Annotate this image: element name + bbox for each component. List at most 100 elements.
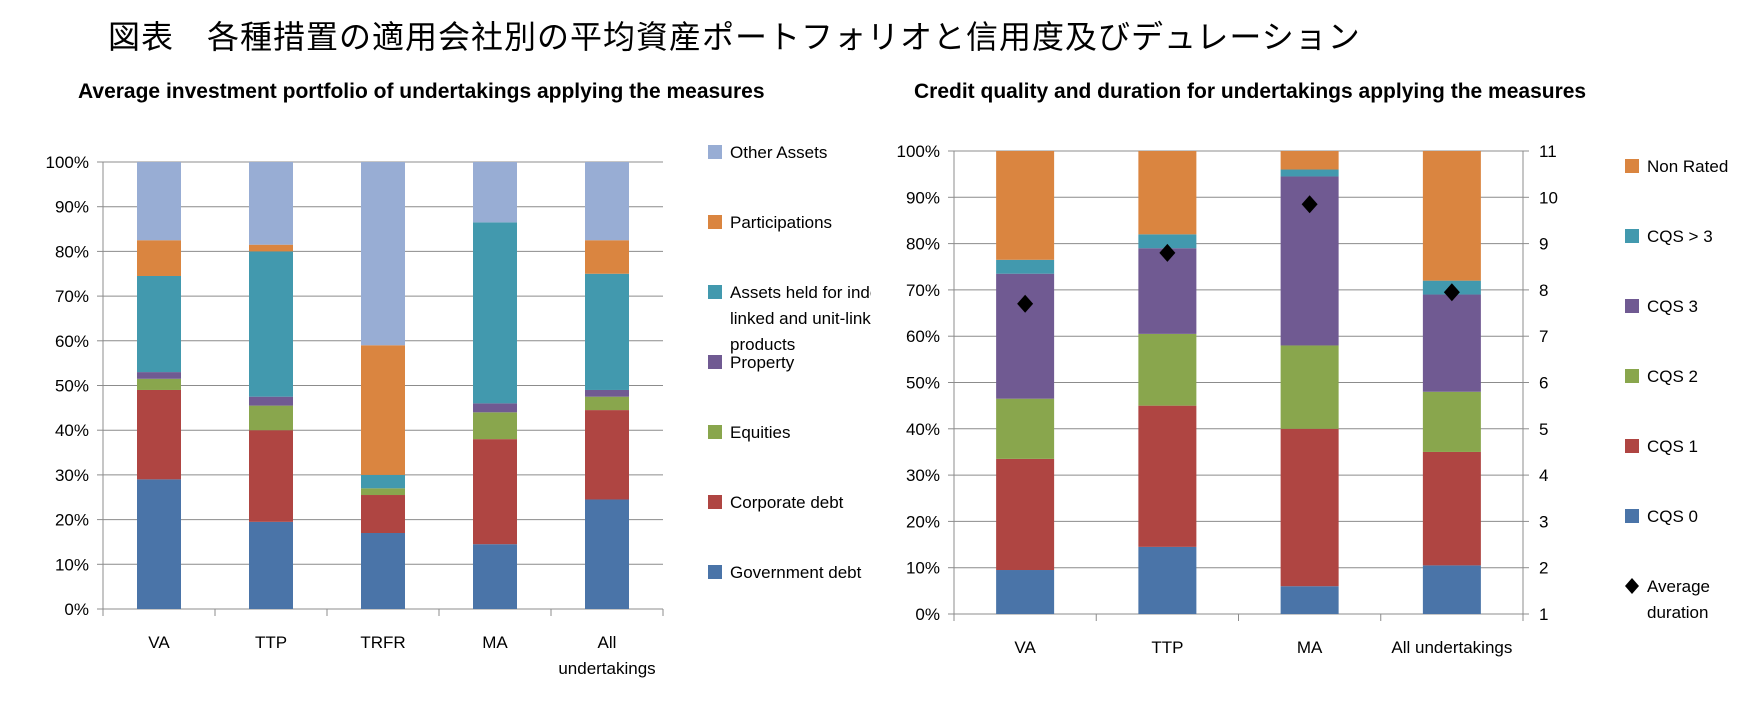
chart2-legend-swatch-cqs-1 [1625, 439, 1639, 453]
chart2-bar-cqs-2-all-undertakings [1422, 391, 1481, 452]
chart1-bar-other-assets-ttp [249, 162, 293, 245]
chart1-legend-label: products [730, 335, 795, 354]
chart2-y2tick-label: 2 [1539, 559, 1548, 578]
chart2-bar-cqs-1-ma [1280, 428, 1339, 587]
chart2-bar-non-rated-ttp [1138, 151, 1197, 235]
chart1-bar-other-assets-va [137, 162, 181, 241]
chart2-bar-cqs-0-va [996, 570, 1055, 614]
chart2-bar-cqs-3-all-undertakings [1422, 294, 1481, 392]
chart2-y2tick-label: 3 [1539, 512, 1548, 531]
chart2-y2tick-label: 10 [1539, 188, 1558, 207]
chart1-ytick-label: 10% [55, 555, 89, 574]
chart1-legend-label: Participations [730, 213, 832, 232]
chart1-legend-label: Equities [730, 423, 790, 442]
chart1-legend-label: linked and unit-linke [730, 309, 880, 328]
chart2-duration-marker-va [1017, 294, 1034, 313]
chart2-xtick-label: MA [1297, 638, 1323, 657]
chart1-ytick-label: 90% [55, 198, 89, 217]
chart2-bar-cqs-2-va [996, 398, 1055, 459]
chart1-bar-participations-all-undertakings [585, 240, 629, 274]
chart1-title: Average investment portfolio of undertak… [78, 80, 765, 103]
chart2-bar-cqs-3-ma [1280, 169, 1339, 177]
chart1-xtick-label: VA [148, 633, 170, 652]
chart2-legend-label: CQS 1 [1647, 437, 1698, 456]
chart1-bar-assets-held-for-index-linked-and-unit-linked-products-va [137, 275, 181, 373]
chart1-bar-assets-held-for-index-linked-and-unit-linked-products-all-undertakings [585, 273, 629, 390]
chart1-bar-government-debt-ttp [249, 521, 293, 609]
chart2-ytick-label: 70% [906, 281, 940, 300]
chart1-ytick-label: 80% [55, 242, 89, 261]
chart1-bar-corporate-debt-trfr [361, 495, 405, 534]
chart2-bar-cqs-3-va [996, 259, 1055, 274]
chart1-ytick-label: 0% [64, 600, 89, 619]
chart2-legend-label: CQS 2 [1647, 367, 1698, 386]
chart2-ytick-label: 80% [906, 235, 940, 254]
chart2-ytick-label: 0% [915, 605, 940, 624]
chart1-bar-corporate-debt-ma [473, 439, 517, 545]
chart2-y2tick-label: 1 [1539, 605, 1548, 624]
chart2-ytick-label: 60% [906, 327, 940, 346]
chart2-ytick-label: 10% [906, 559, 940, 578]
chart1-bar-corporate-debt-ttp [249, 430, 293, 522]
chart1-ytick-label: 50% [55, 377, 89, 396]
chart1-bar-assets-held-for-index-linked-and-unit-linked-products-ttp [249, 251, 293, 397]
chart1-ytick-label: 20% [55, 511, 89, 530]
chart2-legend-label: CQS 0 [1647, 507, 1698, 526]
chart2-xtick-label: VA [1014, 638, 1036, 657]
chart1-bar-property-ma [473, 403, 517, 413]
chart2-ytick-label: 90% [906, 188, 940, 207]
chart1-bar-property-ttp [249, 396, 293, 406]
chart1-bar-corporate-debt-all-undertakings [585, 410, 629, 500]
chart1-bar-other-assets-trfr [361, 162, 405, 346]
chart1-legend-label: Assets held for inde [730, 283, 879, 302]
chart1-ytick-label: 70% [55, 287, 89, 306]
chart1-legend-swatch-other-assets [708, 145, 722, 159]
chart2-y2tick-label: 9 [1539, 235, 1548, 254]
chart2-bar-cqs-3-ttp [1138, 234, 1197, 249]
chart2-duration-marker-ma [1301, 195, 1318, 214]
chart2-bar-cqs-0-all-undertakings [1422, 565, 1481, 614]
chart1-bar-equities-va [137, 378, 181, 390]
chart2-bar-cqs-3-va [996, 273, 1055, 399]
chart2-legend-swatch-cqs-0 [1625, 509, 1639, 523]
chart2-bar-cqs-3-ttp [1138, 248, 1197, 334]
chart1-legend-swatch-participations [708, 215, 722, 229]
chart1-legend-label: Government debt [730, 563, 862, 582]
chart1-ytick-label: 60% [55, 332, 89, 351]
chart1-bar-government-debt-trfr [361, 533, 405, 609]
chart1-bar-participations-ttp [249, 244, 293, 252]
chart1-bar-property-all-undertakings [585, 389, 629, 397]
chart2-y2tick-label: 8 [1539, 281, 1548, 300]
chart2-legend-swatch-cqs-2 [1625, 369, 1639, 383]
chart1-bar-equities-ttp [249, 405, 293, 431]
chart2-bar-cqs-1-va [996, 458, 1055, 571]
chart2-ytick-label: 40% [906, 420, 940, 439]
chart2-legend-label: Non Rated [1647, 157, 1728, 176]
chart2-legend-swatch-cqs-3 [1625, 299, 1639, 313]
chart1-xtick-label: undertakings [558, 659, 655, 678]
chart1-legend: Other Assets Participations Assets held fo… [708, 143, 880, 582]
chart1-bar-property-va [137, 372, 181, 379]
page-title: 図表 各種措置の適用会社別の平均資産ポートフォリオと信用度及びデュレーション [108, 18, 1361, 56]
chart2-bar-cqs-2-ma [1280, 345, 1339, 429]
chart2-legend-label: duration [1647, 603, 1708, 622]
chart2-bar-cqs-1-all-undertakings [1422, 451, 1481, 566]
chart1-xtick-label: TTP [255, 633, 287, 652]
chart1-ytick-label: 100% [46, 153, 89, 172]
chart2-bar-non-rated-all-undertakings [1422, 151, 1481, 281]
chart2-legend-swatch-cqs-3 [1625, 229, 1639, 243]
chart2-ytick-label: 20% [906, 512, 940, 531]
chart1-legend-swatch-property [708, 355, 722, 369]
chart2-ytick-label: 100% [897, 142, 940, 161]
chart2-ytick-label: 30% [906, 466, 940, 485]
chart2-y2tick-label: 7 [1539, 327, 1548, 346]
chart2-legend-swatch-non-rated [1625, 159, 1639, 173]
chart2-y2tick-label: 5 [1539, 420, 1548, 439]
chart1-legend-label: Property [730, 353, 795, 372]
chart2-title: Credit quality and duration for undertak… [914, 80, 1587, 103]
chart2-legend-label: CQS > 3 [1647, 227, 1713, 246]
chart2-legend-label: CQS 3 [1647, 297, 1698, 316]
chart1-xtick-label: MA [482, 633, 508, 652]
